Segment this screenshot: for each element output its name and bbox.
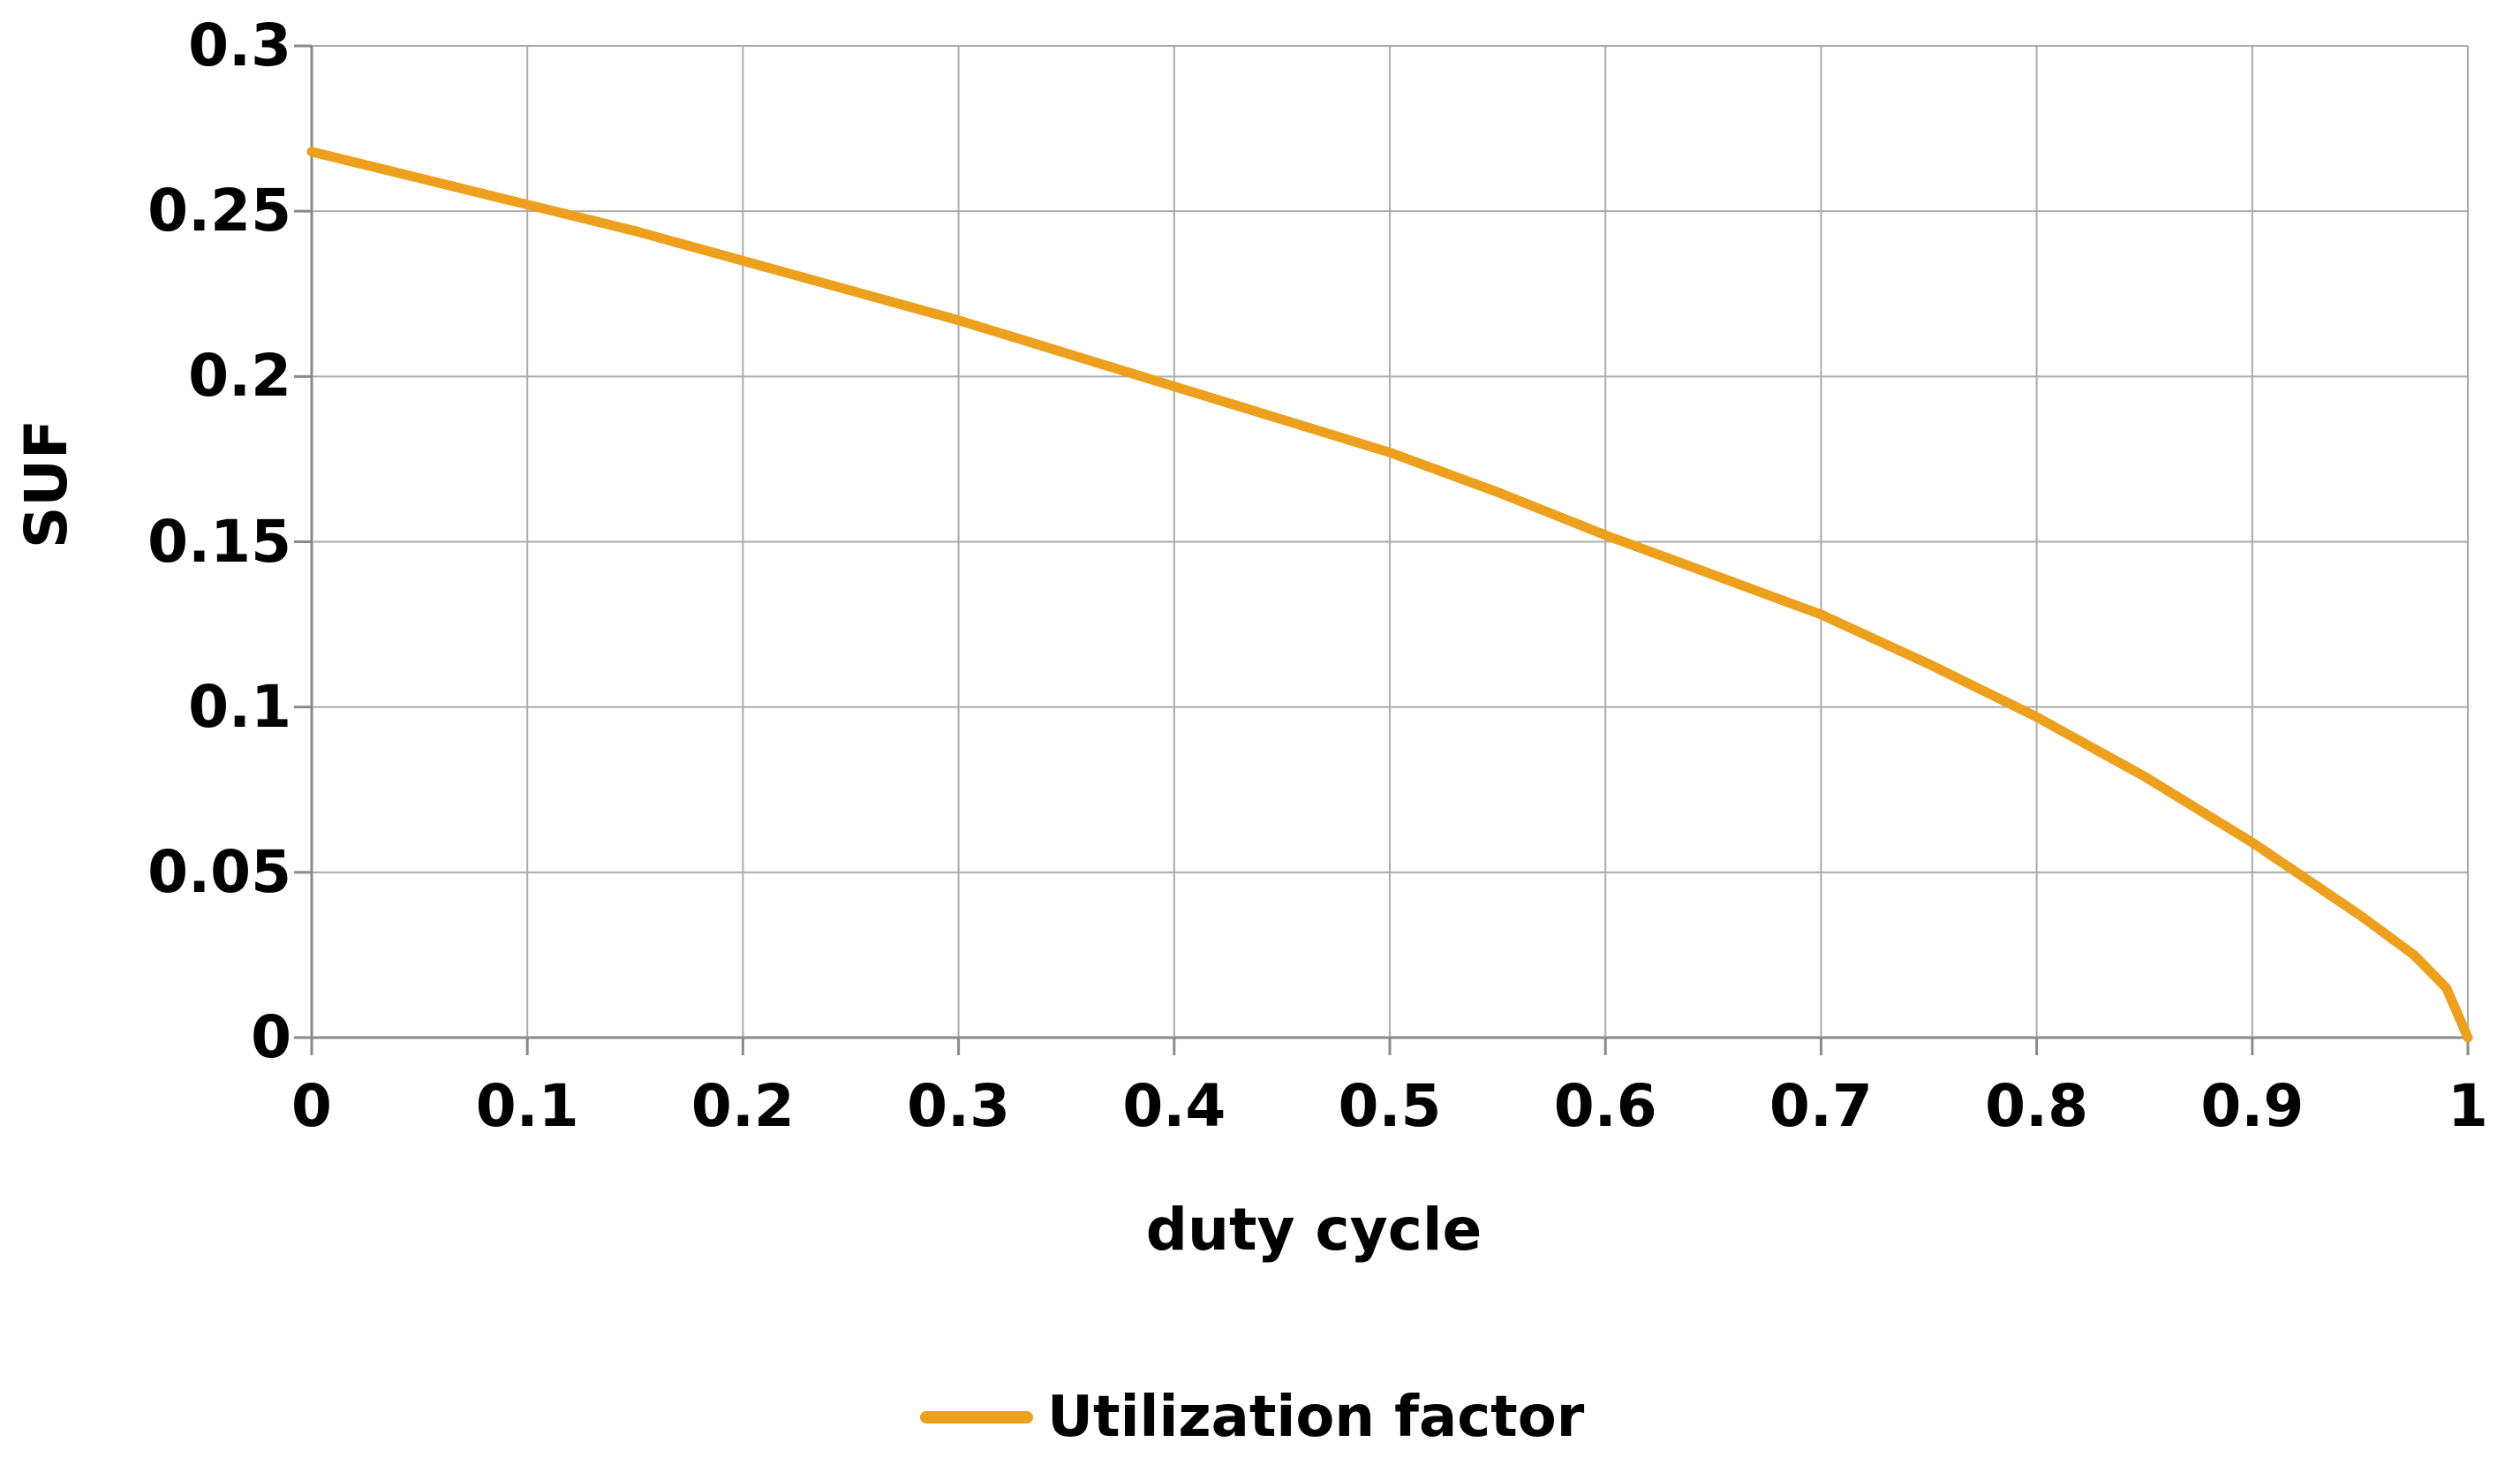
- y-tick-label-0.2: 0.2: [188, 342, 291, 411]
- x-tick-label-0.7: 0.7: [1769, 1072, 1873, 1140]
- legend: Utilization factor: [920, 1385, 1584, 1450]
- legend-label: Utilization factor: [1047, 1385, 1585, 1450]
- x-axis-title: duty cycle: [1145, 1196, 1483, 1264]
- x-tick-label-1: 1: [2448, 1072, 2488, 1140]
- y-tick-label-0.05: 0.05: [147, 837, 291, 906]
- y-tick-label-0.3: 0.3: [188, 11, 291, 79]
- y-axis-title: SUF: [12, 419, 80, 549]
- x-tick-label-0.6: 0.6: [1553, 1072, 1657, 1140]
- x-tick-label-0: 0: [291, 1072, 332, 1140]
- x-tick-label-0.2: 0.2: [690, 1072, 795, 1140]
- y-tick-label-0.1: 0.1: [188, 672, 291, 741]
- y-tick-label-0.15: 0.15: [147, 507, 291, 576]
- x-tick-label-0.4: 0.4: [1122, 1072, 1226, 1140]
- x-tick-label-0.5: 0.5: [1338, 1072, 1442, 1140]
- x-tick-label-0.9: 0.9: [2200, 1072, 2305, 1140]
- x-tick-label-0.8: 0.8: [1985, 1072, 2089, 1140]
- y-tick-label-0: 0: [251, 1003, 291, 1071]
- x-tick-label-0.1: 0.1: [475, 1072, 579, 1140]
- y-tick-label-0.25: 0.25: [147, 177, 291, 245]
- x-tick-label-0.3: 0.3: [907, 1072, 1011, 1140]
- series-curve-utilization-factor: [306, 147, 2473, 1043]
- legend-line-swatch: [920, 1411, 1033, 1423]
